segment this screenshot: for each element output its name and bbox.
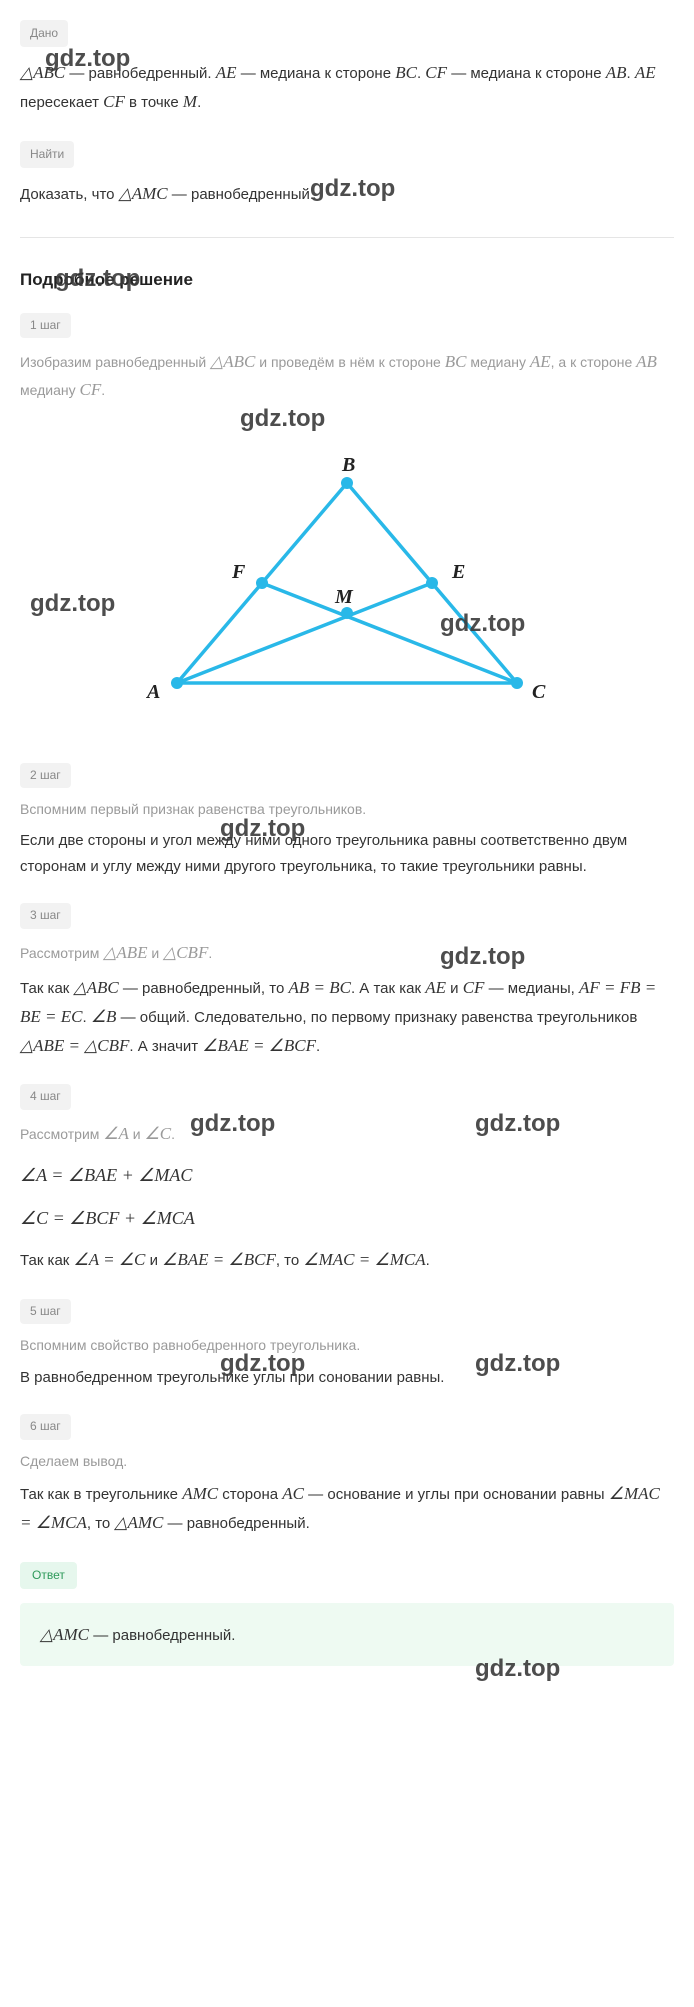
svg-text:A: A xyxy=(145,681,160,703)
given-badge: Дано xyxy=(20,20,68,47)
triangle-svg: A B C F E M xyxy=(117,443,577,723)
svg-text:E: E xyxy=(451,561,465,583)
given-text: △ABC — равнобедренный. AE — медиана к ст… xyxy=(20,59,674,117)
step4-intro: Рассмотрим ∠A и ∠C. xyxy=(20,1120,674,1147)
step6-badge: 6 шаг xyxy=(20,1414,71,1439)
svg-text:M: M xyxy=(334,586,354,608)
find-text: Доказать, что △AMC — равнобедренный. xyxy=(20,180,674,209)
step5-intro: Вспомним свойство равнобедренного треуго… xyxy=(20,1334,674,1356)
step-3: 3 шаг Рассмотрим △ABE и △CBF. Так как △A… xyxy=(20,903,674,1060)
step3-badge: 3 шаг xyxy=(20,903,71,928)
answer-section: Ответ △AMC — равнобедренный. xyxy=(20,1562,674,1666)
find-section: Найти Доказать, что △AMC — равнобедренны… xyxy=(20,141,674,209)
svg-text:F: F xyxy=(231,561,246,583)
step-4: 4 шаг Рассмотрим ∠A и ∠C. ∠A = ∠BAE + ∠M… xyxy=(20,1084,674,1275)
step4-body: Так как ∠A = ∠C и ∠BAE = ∠BCF, то ∠MAC =… xyxy=(20,1246,674,1275)
page-root: gdz.top gdz.top gdz.top gdz.top gdz.top … xyxy=(20,20,674,1666)
step-5: 5 шаг Вспомним свойство равнобедренного … xyxy=(20,1299,674,1390)
step4-eq1: ∠A = ∠BAE + ∠MAC xyxy=(20,1161,674,1190)
step2-badge: 2 шаг xyxy=(20,763,71,788)
divider xyxy=(20,237,674,238)
step6-intro: Сделаем вывод. xyxy=(20,1450,674,1472)
step1-badge: 1 шаг xyxy=(20,313,71,338)
step6-body: Так как в треугольнике AMC сторона AC — … xyxy=(20,1480,674,1538)
svg-text:C: C xyxy=(532,681,546,703)
step4-eq2: ∠C = ∠BCF + ∠MCA xyxy=(20,1204,674,1233)
step2-intro: Вспомним первый признак равенства треуго… xyxy=(20,798,674,820)
step4-badge: 4 шаг xyxy=(20,1084,71,1109)
step1-intro: Изобразим равнобедренный △ABC и проведём… xyxy=(20,348,674,402)
step3-body: Так как △ABC — равнобедренный, то AB = B… xyxy=(20,974,674,1061)
step-1: 1 шаг Изобразим равнобедренный △ABC и пр… xyxy=(20,313,674,723)
step-6: 6 шаг Сделаем вывод. Так как в треугольн… xyxy=(20,1414,674,1537)
find-badge: Найти xyxy=(20,141,74,168)
given-section: Дано △ABC — равнобедренный. AE — медиана… xyxy=(20,20,674,117)
step-2: 2 шаг Вспомним первый признак равенства … xyxy=(20,763,674,880)
step5-badge: 5 шаг xyxy=(20,1299,71,1324)
triangle-diagram: A B C F E M xyxy=(20,443,674,723)
step2-body: Если две стороны и угол между ними одног… xyxy=(20,828,674,879)
answer-badge: Ответ xyxy=(20,1562,77,1589)
solution-title: Подробное решение xyxy=(20,266,674,293)
step3-intro: Рассмотрим △ABE и △CBF. xyxy=(20,939,674,966)
answer-box: △AMC — равнобедренный. xyxy=(20,1603,674,1666)
svg-text:B: B xyxy=(341,454,355,476)
step5-body: В равнобедренном треугольнике углы при с… xyxy=(20,1365,674,1391)
